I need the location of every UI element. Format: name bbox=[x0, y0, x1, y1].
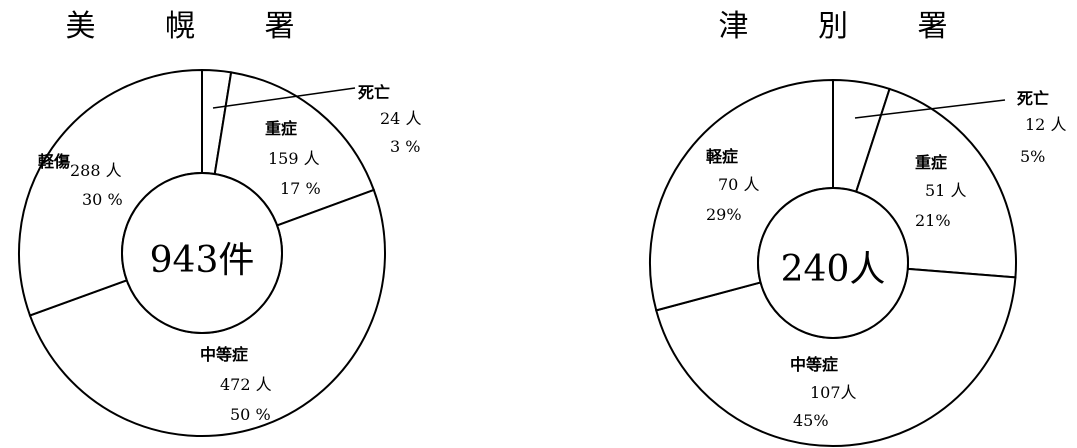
donut-ring bbox=[649, 78, 1017, 447]
leader-line bbox=[212, 87, 356, 109]
donut-hole bbox=[121, 172, 283, 334]
chart-tsubetsu: 津 別 署 240人 死亡 12 人 5% 重症 51 人 21% 中等症 10… bbox=[649, 9, 1066, 447]
slice-label-chuutoushou: 中等症 bbox=[200, 345, 248, 364]
slice-percent-jushou: 21% bbox=[915, 211, 951, 230]
slice-value-shibou: 12 人 bbox=[1025, 115, 1066, 134]
slice-label-shibou: 死亡 bbox=[358, 83, 390, 102]
center-label: 240人 bbox=[781, 249, 886, 290]
donut-hole bbox=[757, 187, 909, 339]
slice-percent-shibou: 3 % bbox=[390, 137, 420, 156]
slice-value-shibou: 24 人 bbox=[380, 109, 421, 128]
slice-value-chuutoushou: 107人 bbox=[810, 383, 857, 402]
center-label: 943件 bbox=[150, 240, 255, 281]
slice-percent-shibou: 5% bbox=[1020, 147, 1045, 166]
slice-value-chuutoushou: 472 人 bbox=[220, 375, 272, 394]
slice-percent-keishou: 29% bbox=[706, 205, 742, 224]
slice-label-shibou: 死亡 bbox=[1017, 89, 1049, 108]
slice-label-jushou: 重症 bbox=[265, 119, 297, 138]
slice-percent-chuutoushou: 50 % bbox=[230, 405, 271, 424]
chart-bihoro: 美 幌 署 943件 死亡 24 人 3 % 重症 159 人 17 % 中等症… bbox=[18, 9, 421, 437]
slice-percent-keishou: 30 % bbox=[82, 190, 123, 209]
slice-percent-chuutoushou: 45% bbox=[793, 411, 829, 430]
slice-label-keishou: 軽症 bbox=[706, 147, 738, 166]
chart-title: 美 幌 署 bbox=[65, 9, 324, 44]
slice-value-keishou: 70 人 bbox=[718, 175, 759, 194]
leader-line bbox=[854, 99, 1006, 119]
slice-value-jushou: 159 人 bbox=[268, 149, 320, 168]
slice-value-jushou: 51 人 bbox=[925, 181, 966, 200]
slice-label-chuutoushou: 中等症 bbox=[790, 355, 838, 374]
slice-percent-jushou: 17 % bbox=[280, 179, 321, 198]
donut-ring bbox=[18, 68, 386, 437]
slice-label-keishou: 軽傷 bbox=[38, 152, 70, 171]
slice-label-jushou: 重症 bbox=[915, 153, 947, 172]
chart-title: 津 別 署 bbox=[718, 9, 977, 44]
slice-value-keishou: 288 人 bbox=[70, 161, 122, 180]
